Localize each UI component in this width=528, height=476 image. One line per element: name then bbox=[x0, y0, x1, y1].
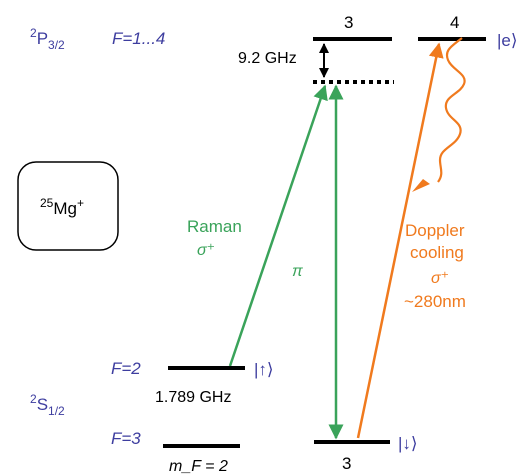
raman-sigma-arrow bbox=[228, 84, 328, 367]
bottom-3-label: 3 bbox=[342, 454, 351, 473]
ion-label: 25Mg+ bbox=[40, 196, 84, 218]
detuning-label: 9.2 GHz bbox=[238, 50, 297, 67]
doppler-pol-label: σ⁺ bbox=[431, 270, 449, 287]
p-F-label: F=1...4 bbox=[112, 29, 165, 48]
F2-label: F=2 bbox=[111, 359, 141, 378]
s-term-label: 2S1/2 bbox=[30, 392, 65, 418]
e-state-label: |e⟩ bbox=[497, 31, 518, 50]
down-state-label: |↓⟩ bbox=[398, 434, 418, 453]
hyperfine-label: 1.789 GHz bbox=[155, 389, 231, 406]
up-state-label: |↑⟩ bbox=[254, 360, 274, 379]
p-level-3-label: 3 bbox=[344, 13, 353, 32]
p-term-label: 2P3/2 bbox=[30, 26, 65, 52]
emission-arrowhead bbox=[412, 179, 430, 192]
p-level-4-label: 4 bbox=[450, 13, 459, 32]
raman-pol-label: σ⁺ bbox=[197, 242, 215, 259]
mF-label: m_F = 2 bbox=[169, 458, 228, 475]
doppler-wavelength-label: ~280nm bbox=[404, 292, 466, 311]
ion-box bbox=[17, 161, 119, 251]
doppler-arrow bbox=[356, 42, 444, 439]
emission-wavy-arrow bbox=[437, 37, 466, 183]
F3-label: F=3 bbox=[111, 429, 141, 448]
raman-label: Raman bbox=[187, 217, 242, 236]
doppler-label-2: cooling bbox=[410, 243, 464, 262]
pi-label: π bbox=[292, 263, 303, 280]
doppler-label-1: Doppler bbox=[405, 221, 465, 240]
